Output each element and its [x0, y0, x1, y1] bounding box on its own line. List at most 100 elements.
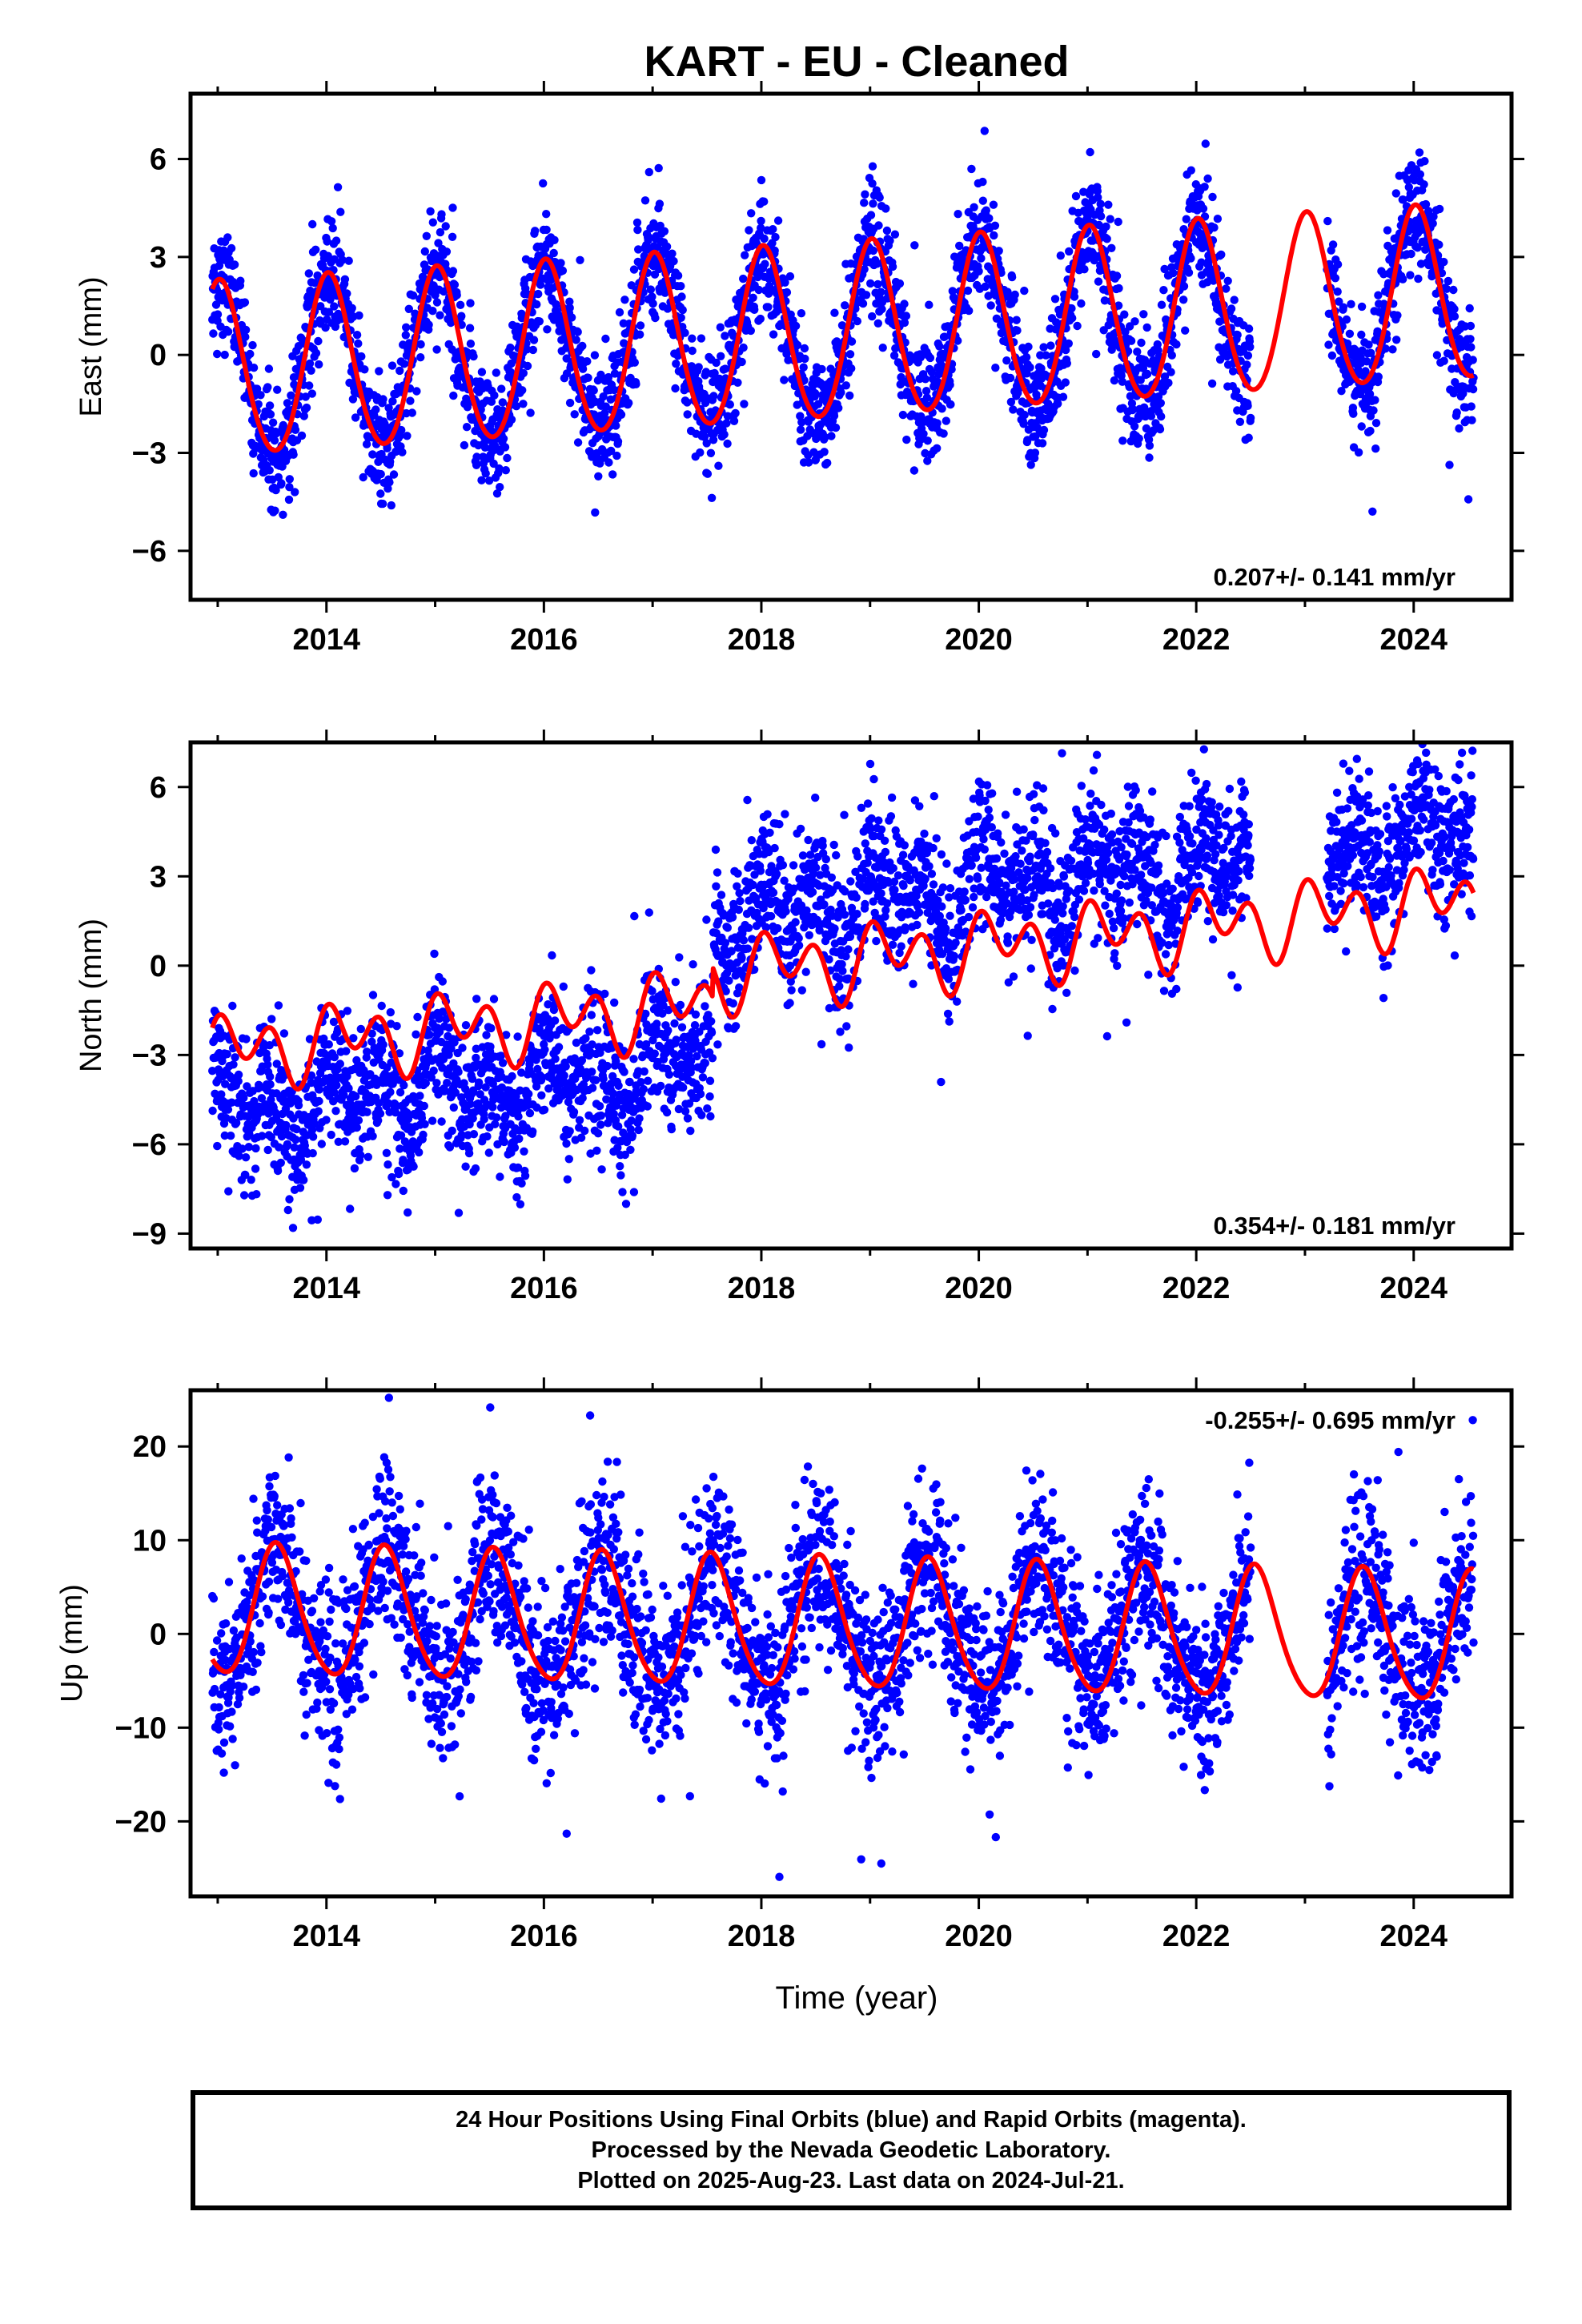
data-point [705, 1076, 715, 1085]
data-point [587, 1011, 596, 1019]
data-point [376, 489, 385, 498]
data-point [518, 386, 527, 395]
data-point [739, 936, 749, 945]
data-point [869, 199, 877, 208]
data-point [620, 1068, 628, 1076]
data-point [749, 293, 757, 302]
data-point [1357, 422, 1366, 431]
data-point [338, 255, 347, 264]
data-point [550, 235, 559, 244]
data-point [1139, 310, 1148, 319]
data-point [402, 323, 411, 332]
data-point [492, 489, 502, 498]
data-point [1062, 359, 1072, 368]
data-point [629, 1055, 638, 1063]
data-point [268, 418, 278, 427]
data-point [1102, 222, 1110, 231]
data-point [640, 1067, 648, 1076]
data-point [400, 360, 408, 368]
data-point [677, 1023, 687, 1032]
data-point [709, 392, 718, 400]
data-point [497, 384, 506, 393]
data-point [409, 1162, 418, 1171]
data-point [769, 225, 777, 234]
data-point [733, 378, 742, 387]
data-point [1157, 412, 1166, 421]
data-point [480, 1115, 488, 1124]
data-point [974, 267, 983, 275]
data-point [743, 795, 752, 805]
data-point [713, 1040, 722, 1049]
data-point [882, 226, 892, 235]
data-point [578, 341, 587, 351]
data-point [539, 179, 548, 188]
data-point [432, 298, 442, 307]
data-point [1464, 495, 1473, 504]
data-point [868, 312, 877, 321]
data-point [552, 300, 560, 309]
data-point [663, 304, 673, 313]
data-point [610, 385, 619, 395]
data-point [1349, 409, 1358, 418]
data-point [420, 1101, 428, 1111]
data-point [299, 412, 308, 420]
data-point [1432, 351, 1442, 360]
data-point [675, 953, 684, 962]
data-point [244, 1143, 253, 1152]
data-point [881, 204, 890, 213]
data-point [284, 495, 294, 505]
data-point [248, 340, 257, 350]
data-point [596, 1111, 605, 1120]
data-point [1142, 323, 1151, 332]
data-point [209, 329, 218, 338]
x-tick-label: 2020 [945, 623, 1013, 657]
data-point [1201, 139, 1211, 148]
data-point [1339, 303, 1348, 312]
data-point [697, 1111, 706, 1120]
data-point [246, 349, 255, 359]
data-point [1243, 351, 1253, 360]
data-point [935, 342, 944, 351]
data-point [279, 1029, 289, 1038]
data-point [343, 289, 351, 298]
data-point [771, 232, 780, 242]
data-point [542, 225, 551, 235]
data-point [429, 1066, 438, 1076]
data-point [452, 291, 461, 300]
data-point [616, 410, 626, 419]
data-point [671, 978, 680, 987]
data-point [528, 345, 537, 355]
data-point [322, 1116, 331, 1124]
data-point [665, 1070, 674, 1080]
data-point [314, 336, 323, 346]
y-tick-label: 3 [150, 241, 167, 275]
data-point [702, 439, 711, 448]
data-point [933, 419, 942, 428]
data-point [1328, 240, 1338, 249]
data-point [1368, 507, 1377, 516]
data-point [1207, 379, 1217, 388]
data-point [506, 344, 515, 352]
data-point [671, 384, 680, 393]
data-point [458, 1043, 467, 1052]
data-point [1468, 416, 1476, 424]
data-point [263, 1145, 272, 1155]
data-point [901, 312, 911, 320]
data-point [1130, 422, 1139, 431]
data-point [523, 345, 532, 354]
data-point [302, 1160, 311, 1169]
data-point [678, 305, 687, 315]
data-point [332, 1081, 341, 1090]
data-point [980, 127, 990, 135]
data-point [590, 351, 600, 360]
data-point [519, 368, 528, 378]
data-point [1246, 343, 1255, 352]
data-point [428, 218, 437, 227]
data-point [725, 400, 734, 409]
data-point [636, 321, 645, 330]
east-plot-area [208, 127, 1478, 519]
data-point [773, 216, 783, 225]
data-point [270, 436, 279, 445]
data-point [213, 349, 222, 359]
